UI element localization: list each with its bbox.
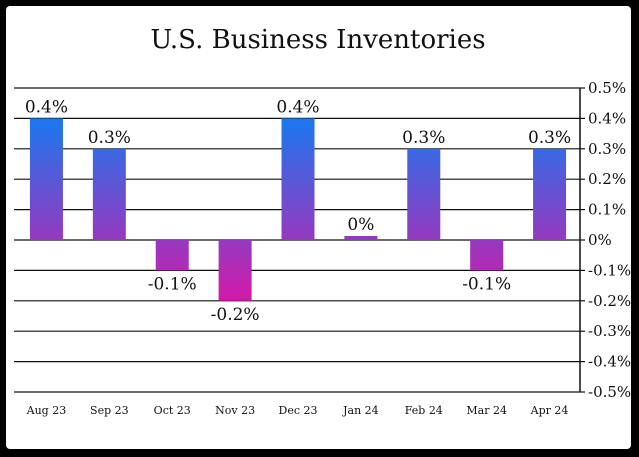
y-tick-label: 0.4%	[588, 109, 626, 127]
data-label: 0%	[347, 215, 374, 235]
y-tick-label: -0.2%	[588, 292, 631, 310]
x-tick-label: Mar 24	[466, 404, 507, 417]
y-axis: 0.5% 0.4% 0.3% 0.2% 0.1% 0% -0.1% -0.2% -0.3% -0.…	[579, 79, 631, 401]
bar	[407, 148, 441, 240]
bar	[533, 148, 567, 240]
y-tick-label: 0.5%	[588, 79, 626, 97]
data-label: 0.4%	[25, 97, 68, 117]
x-tick-label: Feb 24	[405, 404, 443, 417]
data-label: 0.4%	[276, 97, 319, 117]
bar	[344, 236, 378, 240]
data-label: 0.3%	[402, 128, 445, 148]
bar	[470, 240, 504, 271]
x-tick-label: Jan 24	[342, 404, 379, 417]
data-label: -0.2%	[211, 305, 260, 325]
bars	[29, 118, 567, 301]
x-tick-label: Nov 23	[215, 404, 255, 417]
y-tick-label: 0%	[588, 231, 612, 249]
bar	[281, 118, 315, 240]
data-labels: 0.4% 0.3% -0.1% -0.2% 0.4% 0% 0.3% -0.1% 0.3%	[25, 97, 571, 324]
y-tick-label: -0.4%	[588, 353, 631, 371]
y-tick-label: -0.3%	[588, 322, 631, 340]
x-tick-label: Aug 23	[26, 404, 67, 417]
data-label: 0.3%	[528, 128, 571, 148]
x-tick-label: Oct 23	[154, 404, 191, 417]
data-label: -0.1%	[148, 274, 197, 294]
data-label: -0.1%	[462, 274, 511, 294]
bar	[155, 240, 189, 271]
y-tick-label: -0.5%	[588, 383, 631, 401]
chart-title: U.S. Business Inventories	[150, 25, 485, 55]
y-tick-label: 0.2%	[588, 170, 626, 188]
bar	[29, 118, 63, 240]
bar	[92, 148, 126, 240]
y-tick-label: 0.1%	[588, 201, 626, 219]
y-tick-label: -0.1%	[588, 261, 631, 279]
x-axis: Aug 23 Sep 23 Oct 23 Nov 23 Dec 23 Jan 24 Feb …	[26, 404, 569, 417]
x-tick-label: Dec 23	[279, 404, 318, 417]
bar	[218, 240, 252, 301]
y-tick-label: 0.3%	[588, 140, 626, 158]
x-tick-label: Apr 24	[530, 404, 569, 417]
data-label: 0.3%	[88, 128, 131, 148]
x-tick-label: Sep 23	[90, 404, 129, 417]
